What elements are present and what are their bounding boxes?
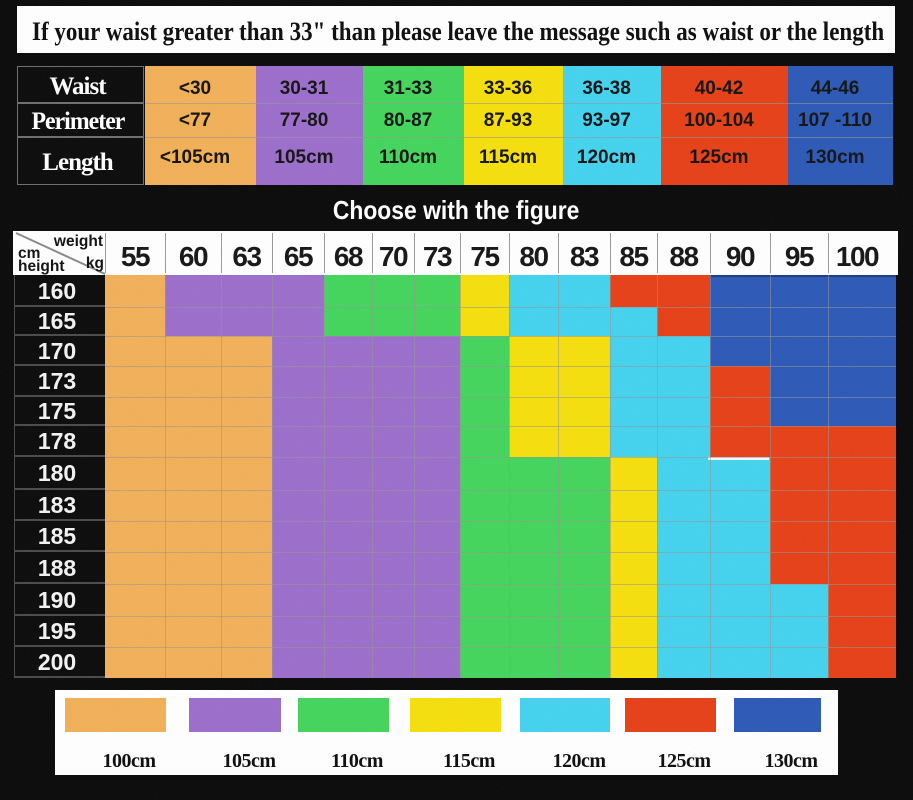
svg-text:height: height <box>18 258 65 275</box>
svg-text:weight: weight <box>53 233 103 250</box>
svg-text:kg: kg <box>86 255 104 272</box>
